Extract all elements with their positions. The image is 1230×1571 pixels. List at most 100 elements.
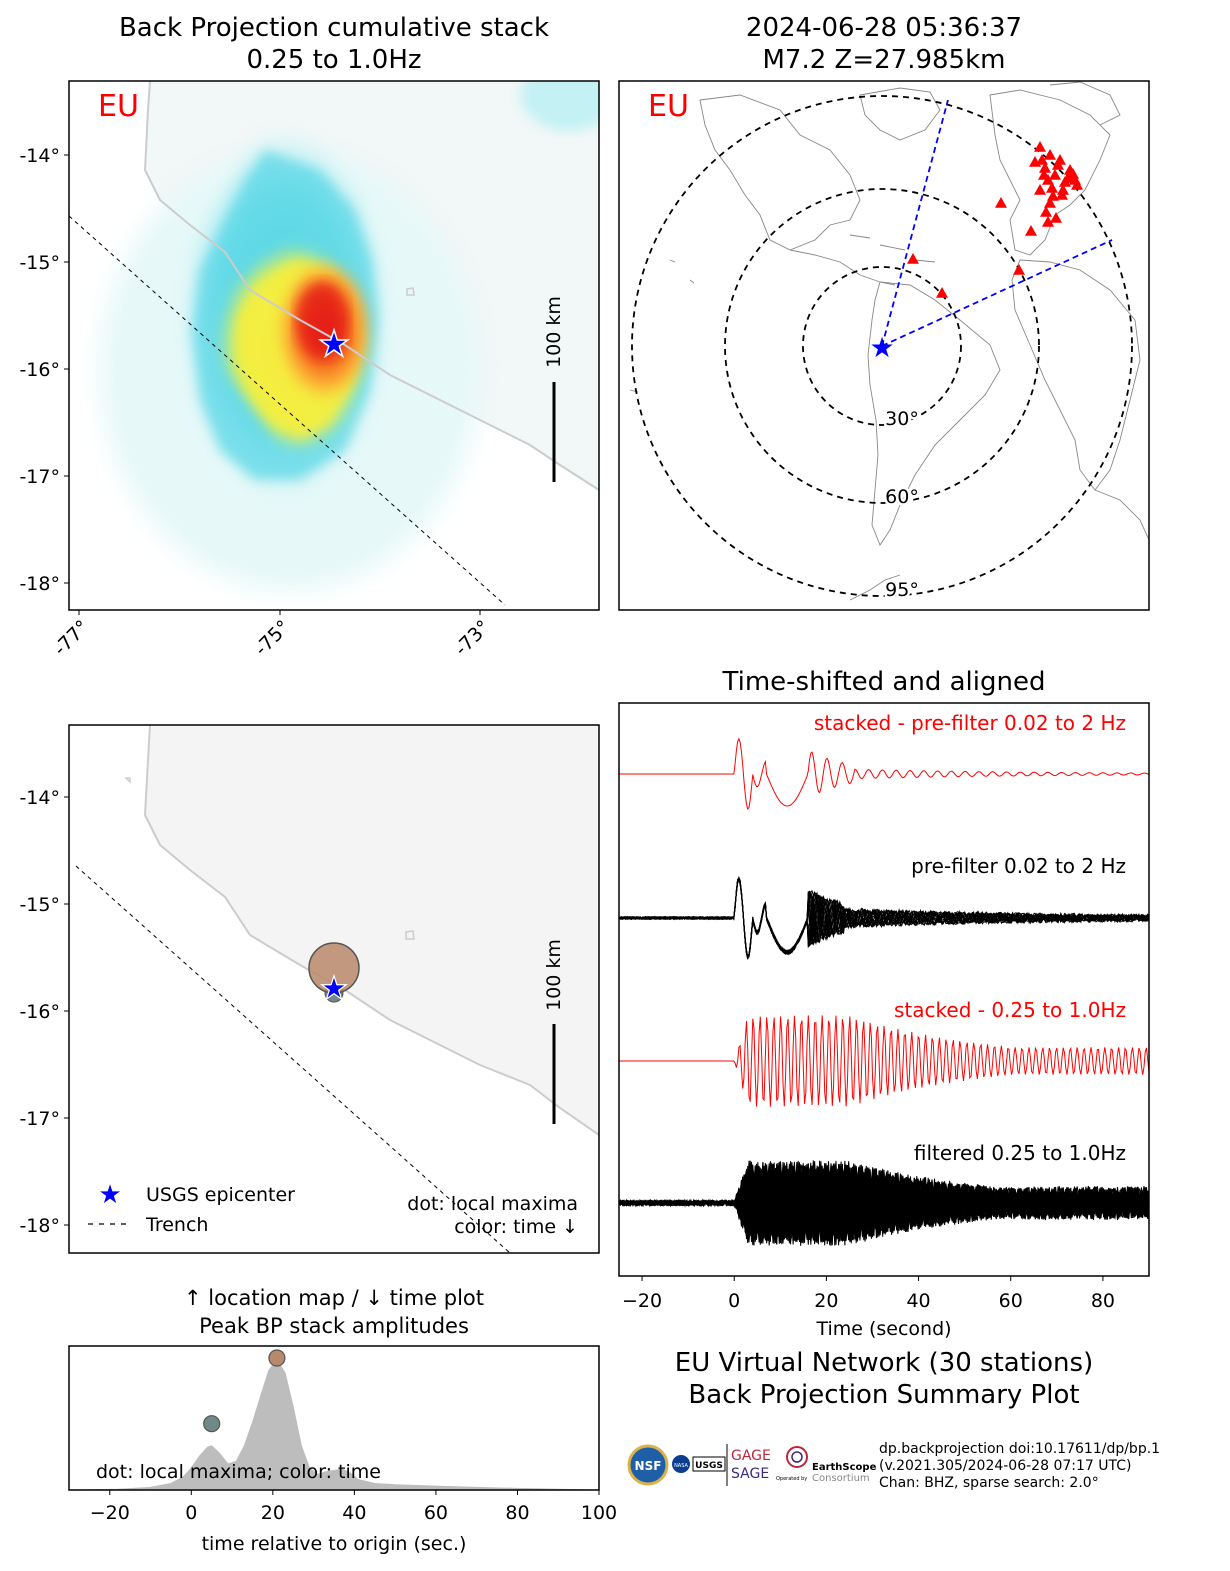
station-triangle-icon [1025, 225, 1037, 236]
station-triangle-icon [1036, 154, 1048, 165]
trace-tick-label: 60 [999, 1290, 1023, 1312]
bp-map-lat-tick: -16° [19, 359, 60, 381]
bp-map-lat-tick: -17° [19, 466, 60, 488]
bp-map-lon-ticks: -77° -75° -73° [49, 610, 495, 660]
nsf-logo-icon [627, 1444, 669, 1486]
legend-epicenter-label: USGS epicenter [146, 1184, 295, 1206]
trace-stacked-filtered [619, 1015, 1149, 1107]
trace-tick-label: 80 [1091, 1290, 1115, 1312]
trace-tick-label: 0 [728, 1290, 740, 1312]
station-triangle-icon [1069, 174, 1081, 185]
bp-map-epicenter-star: ★ [318, 324, 350, 365]
station-map-panel: 2024-06-28 05:36:37 M7.2 Z=27.985km [618, 13, 1150, 611]
europe-outline [989, 89, 1111, 256]
time-plot-xlabel: time relative to origin (sec.) [202, 1533, 467, 1555]
station-map-title-2: M7.2 Z=27.985km [762, 45, 1005, 75]
ring-label-95: 95° [885, 579, 919, 601]
location-map-panel: ★ 100 km ★ USGS epicenter Trench dot: lo… [19, 724, 600, 1254]
summary-block: EU Virtual Network (30 stations) Back Pr… [627, 1348, 1160, 1491]
consortium-logo-text: Consortium [812, 1473, 870, 1484]
station-triangle-icon [1040, 206, 1052, 217]
time-plot-frame [68, 1345, 600, 1491]
legend-trench-label: Trench [145, 1214, 208, 1236]
bp-map-lat-tick: -18° [19, 573, 60, 595]
station-triangle-icon [1039, 162, 1051, 173]
station-triangle-icon [1034, 141, 1046, 152]
time-tick-label: −20 [90, 1502, 130, 1524]
station-triangle-icon [1050, 212, 1062, 223]
location-maxima-dot-peak [308, 942, 360, 994]
meta-line-3: Chan: BHZ, sparse search: 2.0° [879, 1475, 1099, 1491]
time-plot-x-ticks: −20 0 20 40 60 80 100 [90, 1490, 617, 1524]
trace-tick-label: 20 [814, 1290, 838, 1312]
sage-logo-text: SAGE [731, 1466, 769, 1482]
caribbean-outline [849, 234, 936, 263]
station-markers [907, 141, 1083, 298]
bp-map-title-2: 0.25 to 1.0Hz [246, 45, 421, 75]
station-map-rings [631, 95, 1133, 597]
station-map-coastlines [629, 81, 1149, 601]
bp-map-lon-tick: -73° [450, 616, 494, 660]
ring-60 [724, 188, 1040, 504]
scandinavia-outline [1049, 81, 1121, 126]
station-triangle-icon [1044, 149, 1056, 160]
station-triangle-icon [907, 253, 919, 264]
loc-lat-tick: -18° [19, 1215, 60, 1237]
station-triangle-icon [1042, 216, 1054, 227]
station-triangle-icon [995, 197, 1007, 208]
earthscope-logo-text: EarthScope [812, 1462, 877, 1473]
bp-map-title-1: Back Projection cumulative stack [119, 13, 549, 43]
meta-line-1: dp.backprojection doi:10.17611/dp/bp.1 [879, 1441, 1160, 1457]
time-plot-note: dot: local maxima; color: time [96, 1461, 381, 1483]
nasa-logo-text: NASA [674, 1463, 688, 1469]
bp-map-lon-tick: -75° [250, 616, 294, 660]
bp-map-lat-tick: -15° [19, 252, 60, 274]
bp-map-lat-ticks: -14° -15° -16° -17° -18° [19, 145, 69, 595]
station-triangle-icon [1047, 190, 1059, 201]
meta-line-2: (v.2021.305/2024-06-28 07:17 UTC) [879, 1458, 1131, 1474]
traces-title: Time-shifted and aligned [722, 667, 1046, 697]
location-map-note-1: dot: local maxima [407, 1193, 578, 1215]
station-map-network-label: EU [648, 89, 689, 124]
location-map-trench [75, 865, 511, 1253]
bp-map-cyan-corner-2 [520, 81, 599, 130]
bp-map-lon-tick: -77° [49, 616, 93, 660]
earthscope-logo-icon-inner [791, 1451, 803, 1463]
bp-map-trench [69, 215, 506, 606]
loc-lat-tick: -15° [19, 894, 60, 916]
location-map-coastline [143, 725, 599, 1136]
legend-star-icon: ★ [98, 1180, 121, 1210]
station-map-epicenter-star: ★ [869, 331, 894, 364]
ring-label-60: 60° [885, 486, 919, 508]
time-tick-label: 40 [342, 1502, 366, 1524]
time-maxima-dot [268, 1349, 286, 1367]
time-tick-label: 60 [424, 1502, 448, 1524]
location-map-epicenter-star: ★ [320, 969, 349, 1007]
trace-label-stacked-prefilter: stacked - pre-filter 0.02 to 2 Hz [814, 711, 1126, 735]
station-triangle-icon [1044, 197, 1056, 208]
peak-amplitude-area [69, 1359, 599, 1490]
station-triangle-icon [1038, 169, 1050, 180]
trace-label-prefilter: pre-filter 0.02 to 2 Hz [911, 854, 1126, 878]
bp-map-network-label: EU [98, 89, 139, 124]
location-map-note-2: color: time ↓ [454, 1216, 578, 1238]
operated-by-text: Operated by [776, 1476, 807, 1482]
south-america-outline [867, 281, 1001, 546]
summary-line-2: Back Projection Summary Plot [688, 1380, 1079, 1410]
traces-x-ticks: −20 0 20 40 60 80 [622, 1276, 1115, 1312]
north-america-outline [699, 94, 861, 251]
station-triangle-icon [1049, 169, 1061, 180]
station-triangle-icon [1046, 182, 1058, 193]
bp-map-frame [68, 80, 600, 611]
azimuth-line-east [881, 239, 1113, 347]
trace-filtered [619, 1160, 1149, 1245]
time-maxima-dots [203, 1349, 286, 1433]
bp-map-coastline [143, 81, 599, 491]
traces-xlabel: Time (second) [815, 1318, 951, 1340]
time-tick-label: 0 [185, 1502, 197, 1524]
bp-map-coast-islet [406, 287, 415, 296]
time-tick-label: 80 [505, 1502, 529, 1524]
time-tick-label: 100 [581, 1502, 617, 1524]
loc-lat-tick: -16° [19, 1001, 60, 1023]
